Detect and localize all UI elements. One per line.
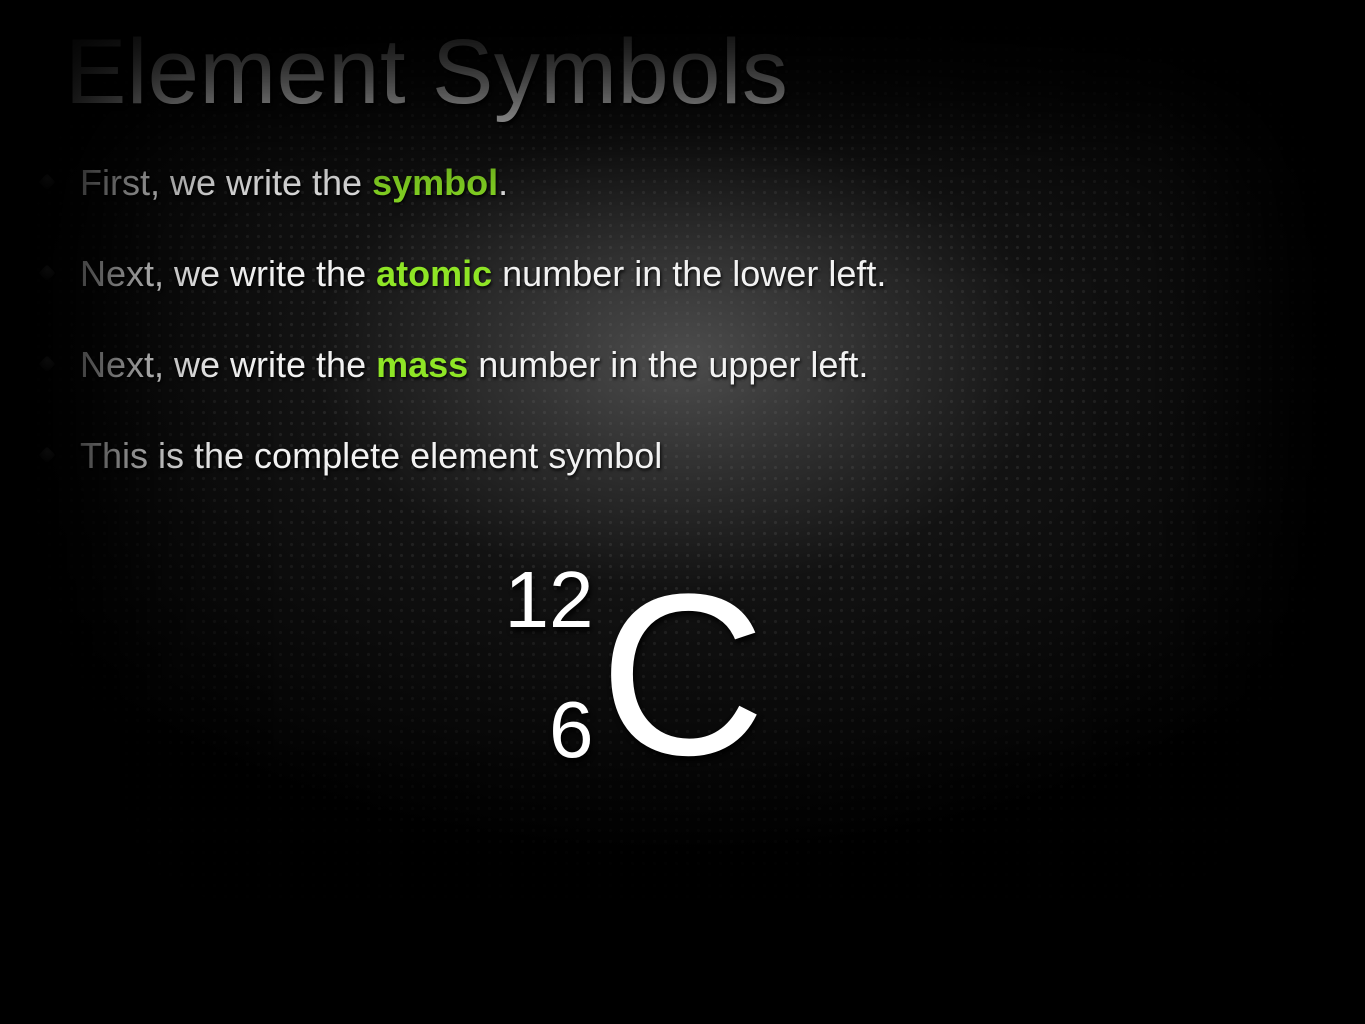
bullet-text-post: number in the upper left. [468, 344, 868, 385]
bullet-item: This is the complete element symbol [25, 433, 1305, 478]
slide: Element Symbols First, we write the symb… [0, 0, 1365, 1024]
slide-title: Element Symbols [65, 20, 788, 125]
element-wrap: 12 6 C [599, 560, 765, 790]
bullet-text-pre: Next, we write the [80, 344, 376, 385]
bullet-text-pre: Next, we write the [80, 253, 376, 294]
bullet-text-post: . [498, 162, 508, 203]
bullet-text-pre: This is the complete element symbol [80, 435, 662, 476]
element-symbol-letter: C [599, 560, 765, 790]
mass-number: 12 [504, 554, 593, 646]
bullet-highlight: mass [376, 344, 468, 385]
bullet-highlight: symbol [372, 162, 498, 203]
bullet-item: Next, we write the mass number in the up… [25, 342, 1305, 387]
bullet-item: Next, we write the atomic number in the … [25, 251, 1305, 296]
bullet-text-post: number in the lower left. [492, 253, 886, 294]
bullet-list: First, we write the symbol. Next, we wri… [25, 160, 1305, 524]
bullet-text-pre: First, we write the [80, 162, 372, 203]
atomic-number: 6 [549, 684, 594, 776]
bullet-item: First, we write the symbol. [25, 160, 1305, 205]
bullet-highlight: atomic [376, 253, 492, 294]
element-notation: 12 6 C [0, 560, 1365, 790]
